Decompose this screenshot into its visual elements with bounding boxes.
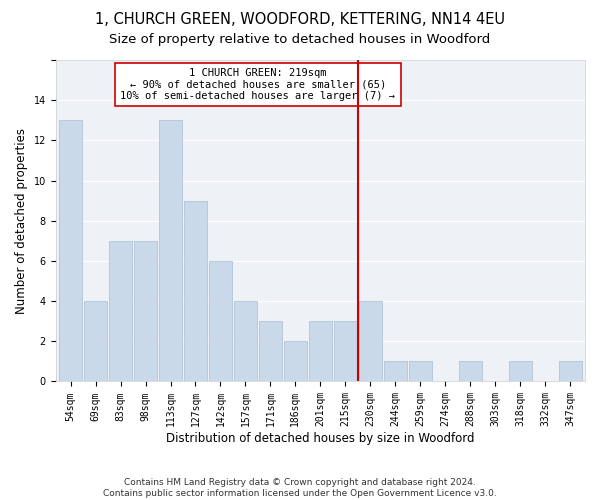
Bar xyxy=(59,120,82,382)
Bar xyxy=(409,362,431,382)
Bar xyxy=(234,301,257,382)
Bar xyxy=(309,321,332,382)
Text: 1, CHURCH GREEN, WOODFORD, KETTERING, NN14 4EU: 1, CHURCH GREEN, WOODFORD, KETTERING, NN… xyxy=(95,12,505,28)
Bar xyxy=(84,301,107,382)
Text: 1 CHURCH GREEN: 219sqm
← 90% of detached houses are smaller (65)
10% of semi-det: 1 CHURCH GREEN: 219sqm ← 90% of detached… xyxy=(121,68,395,101)
Bar xyxy=(509,362,532,382)
Bar xyxy=(134,241,157,382)
Text: Size of property relative to detached houses in Woodford: Size of property relative to detached ho… xyxy=(109,32,491,46)
Bar xyxy=(284,342,307,382)
Bar xyxy=(359,301,382,382)
Bar xyxy=(559,362,581,382)
Text: Contains HM Land Registry data © Crown copyright and database right 2024.
Contai: Contains HM Land Registry data © Crown c… xyxy=(103,478,497,498)
X-axis label: Distribution of detached houses by size in Woodford: Distribution of detached houses by size … xyxy=(166,432,475,445)
Bar xyxy=(334,321,357,382)
Bar xyxy=(109,241,132,382)
Bar xyxy=(159,120,182,382)
Bar xyxy=(209,261,232,382)
Y-axis label: Number of detached properties: Number of detached properties xyxy=(15,128,28,314)
Bar xyxy=(458,362,482,382)
Bar xyxy=(384,362,407,382)
Bar xyxy=(259,321,282,382)
Bar xyxy=(184,200,207,382)
